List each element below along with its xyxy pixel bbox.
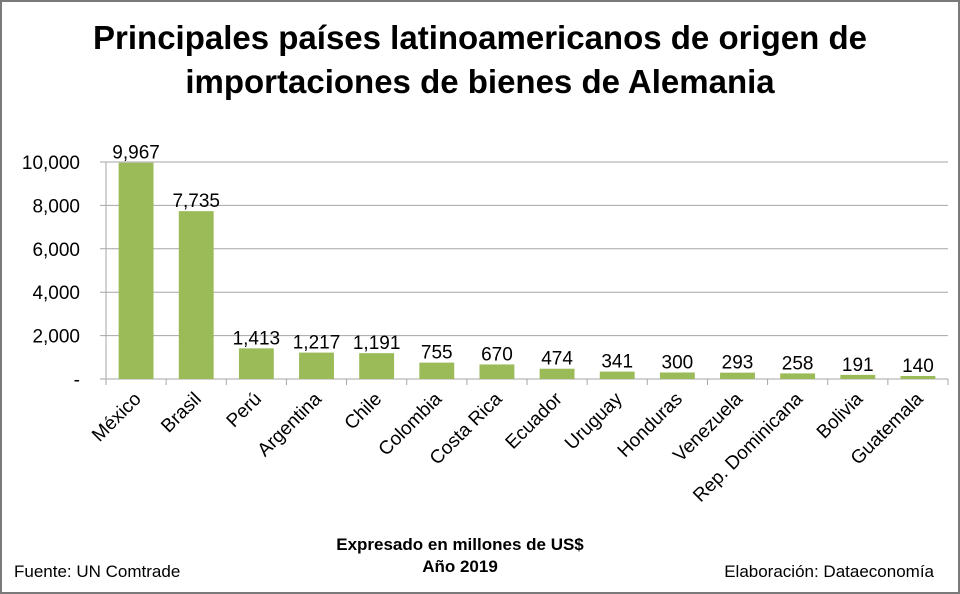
bar-data-label: 755 bbox=[421, 343, 453, 364]
bar-data-label: 1,191 bbox=[353, 333, 401, 354]
y-tick-label: 10,000 bbox=[22, 153, 80, 174]
bar bbox=[659, 372, 695, 379]
bar-data-label: 140 bbox=[902, 356, 934, 377]
x-tick-label: México bbox=[88, 389, 145, 446]
bar-data-label: 474 bbox=[541, 349, 573, 370]
bar bbox=[539, 368, 575, 379]
x-tick-label: Argentina bbox=[254, 388, 327, 461]
bar-data-label: 191 bbox=[842, 355, 874, 376]
x-tick-label: Ecuador bbox=[502, 388, 567, 453]
x-tick-label: Chile bbox=[341, 389, 386, 434]
chart-title: Principales países latinoamericanos de o… bbox=[2, 16, 958, 104]
source-note: Fuente: UN Comtrade bbox=[14, 562, 181, 581]
bar bbox=[840, 374, 876, 379]
x-tick-label: Bolivia bbox=[813, 388, 868, 443]
y-tick-label: - bbox=[74, 370, 80, 391]
bar bbox=[178, 211, 214, 379]
bar bbox=[900, 375, 936, 379]
x-tick-label: Perú bbox=[223, 389, 266, 432]
y-tick-label: 4,000 bbox=[32, 283, 80, 304]
bar bbox=[780, 373, 816, 379]
y-tick-label: 8,000 bbox=[32, 196, 80, 217]
bar bbox=[419, 362, 455, 379]
bar bbox=[118, 162, 154, 379]
bar bbox=[479, 364, 515, 379]
bar-data-label: 300 bbox=[662, 352, 694, 373]
x-axis-label-line-1: Expresado en millones de US$ bbox=[336, 535, 584, 554]
bar bbox=[599, 371, 635, 379]
bar-data-label: 341 bbox=[601, 352, 633, 373]
bar bbox=[299, 352, 334, 379]
chart-title-line-2: importaciones de bienes de Alemania bbox=[185, 63, 775, 100]
y-tick-label: 6,000 bbox=[32, 240, 80, 261]
bar-data-label: 1,217 bbox=[293, 333, 341, 354]
bar-data-label: 9,967 bbox=[112, 143, 160, 164]
y-tick-label: 2,000 bbox=[32, 327, 80, 348]
x-tick-label: Brasil bbox=[157, 389, 205, 437]
credit-note: Elaboración: Dataeconomía bbox=[724, 562, 934, 581]
x-axis-label-line-2: Año 2019 bbox=[422, 557, 498, 576]
chart-title-line-1: Principales países latinoamericanos de o… bbox=[93, 19, 867, 56]
bar bbox=[720, 372, 755, 379]
bar-data-label: 293 bbox=[722, 353, 754, 374]
bar-data-label: 670 bbox=[481, 344, 513, 365]
bar-data-label: 1,413 bbox=[233, 328, 281, 349]
bar-data-label: 258 bbox=[782, 353, 814, 374]
bar-data-label: 7,735 bbox=[172, 191, 220, 212]
x-axis-label: Expresado en millones de US$ Año 2019 bbox=[260, 534, 660, 578]
bar bbox=[238, 348, 274, 379]
x-tick-label: Rep. Dominicana bbox=[689, 388, 807, 506]
bar bbox=[359, 353, 395, 379]
